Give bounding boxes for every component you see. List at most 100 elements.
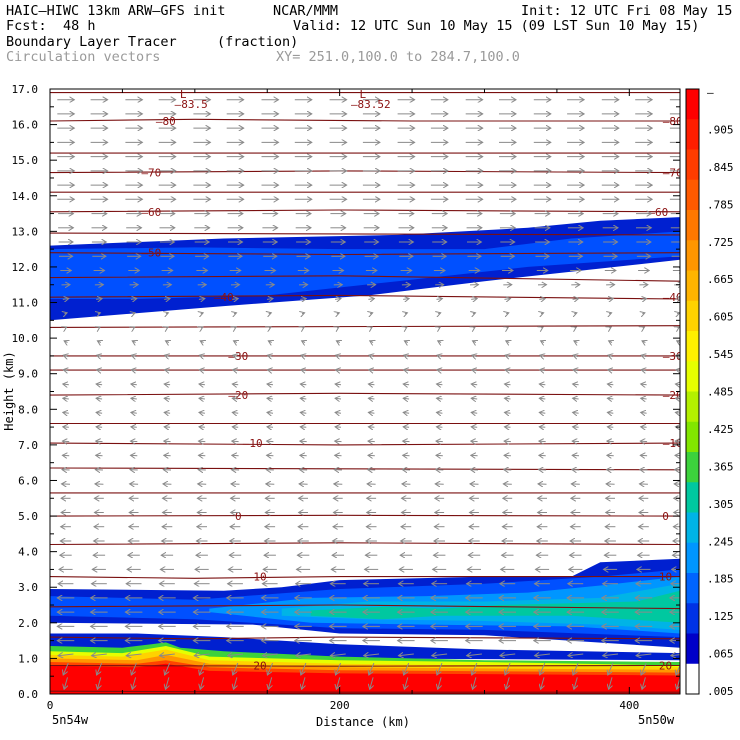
- wind-vector: [164, 384, 171, 385]
- wind-vector: [437, 384, 443, 385]
- colorbar-swatch: [686, 89, 699, 120]
- colorbar-swatch: [686, 663, 699, 695]
- wind-vector: [337, 313, 340, 314]
- isotherm-line: [50, 275, 680, 282]
- wind-vector: [608, 355, 613, 356]
- wind-vector: [199, 662, 205, 675]
- wind-vector: [97, 355, 102, 356]
- colorbar-label: .065: [707, 648, 734, 661]
- wind-vector: [609, 677, 612, 689]
- wind-vector: [539, 455, 546, 456]
- wind-vector: [678, 327, 680, 328]
- wind-vector: [675, 299, 680, 300]
- wind-vector: [436, 441, 443, 442]
- wind-vector: [132, 677, 135, 689]
- wind-vector: [500, 654, 516, 656]
- colorbar-swatch: [686, 331, 699, 362]
- wind-vector: [437, 662, 443, 675]
- isotherm-line: [50, 604, 680, 610]
- isotherm-label: 0: [662, 510, 669, 523]
- wind-vector: [336, 677, 339, 689]
- isotherm-label: –50: [141, 247, 161, 260]
- wind-vector: [370, 341, 373, 343]
- x-axis: 0 200 400: [47, 89, 639, 712]
- wind-vector: [267, 370, 272, 371]
- wind-vector: [232, 412, 239, 413]
- wind-vector: [607, 441, 614, 442]
- wind-vector: [505, 398, 511, 399]
- colorbar-label: .365: [707, 460, 734, 473]
- wind-vector: [336, 341, 339, 343]
- wind-vector: [608, 370, 613, 371]
- wind-vector: [471, 441, 478, 442]
- colorbar-label: .185: [707, 573, 734, 586]
- y-tick-label: 15.0: [12, 154, 39, 167]
- wind-vector: [201, 313, 204, 314]
- isotherm-line: [50, 118, 680, 122]
- wind-vector: [473, 327, 475, 328]
- wind-vector: [675, 441, 680, 442]
- wind-vector: [504, 455, 511, 456]
- wind-vector: [404, 662, 410, 675]
- wind-vector: [63, 355, 68, 356]
- wind-vector: [572, 299, 579, 300]
- wind-vector: [133, 313, 136, 314]
- isotherm-label: –40: [663, 291, 683, 304]
- isotherm-label: 10: [253, 571, 266, 584]
- wind-vector: [302, 341, 305, 343]
- wind-vector: [267, 455, 274, 456]
- wind-vector: [504, 441, 511, 442]
- wind-vector: [575, 327, 577, 328]
- wind-vector: [131, 384, 137, 385]
- wind-vector: [200, 677, 203, 689]
- wind-vector: [130, 299, 137, 300]
- wind-vector: [234, 341, 237, 343]
- wind-vector: [301, 370, 306, 371]
- wind-vector: [131, 455, 138, 456]
- wind-vector: [267, 384, 274, 385]
- wind-vector: [607, 398, 614, 399]
- wind-vector: [62, 455, 70, 456]
- wind-vector: [63, 370, 68, 371]
- wind-vector: [364, 654, 380, 656]
- wind-vector: [506, 677, 509, 689]
- wind-vector: [541, 677, 544, 689]
- colorbar-label: .845: [707, 161, 734, 174]
- wind-vector: [505, 355, 510, 356]
- wind-vector: [368, 441, 375, 442]
- wind-vector: [200, 341, 203, 343]
- x-axis-label: Distance (km): [316, 715, 410, 729]
- y-tick-label: 14.0: [12, 190, 39, 203]
- isotherm-label: 20: [659, 660, 672, 673]
- wind-vector: [642, 313, 645, 314]
- wind-vector: [96, 384, 103, 385]
- wind-vector: [436, 455, 443, 456]
- colorbar-label: .305: [707, 498, 734, 511]
- valid-time: Valid: 12 UTC Sun 10 May 15 (09 LST Sun …: [293, 18, 700, 34]
- wind-vector: [199, 455, 206, 456]
- wind-vector: [432, 654, 448, 656]
- wind-vector: [337, 327, 339, 328]
- wind-vector: [228, 654, 243, 656]
- wind-vector: [471, 299, 477, 300]
- wind-vector: [65, 313, 68, 314]
- wind-vector: [437, 412, 443, 413]
- wind-vector: [131, 398, 137, 399]
- wind-vector: [262, 654, 278, 656]
- y-axis: 0.0 1.0 2.0 3.0 4.0 5.0 6.0 7.0 8.0 9.0 10.0 11.0 12…: [12, 83, 680, 701]
- colorbar-swatch: [686, 421, 699, 453]
- wind-vector: [467, 654, 482, 656]
- overlay-name: Circulation vectors: [6, 49, 161, 65]
- colorbar-label: .605: [707, 311, 734, 324]
- wind-vector: [198, 299, 205, 300]
- wind-vector: [568, 654, 584, 656]
- wind-vector: [641, 412, 647, 413]
- wind-vector: [573, 427, 579, 428]
- isotherm-label: –60: [648, 206, 668, 219]
- wind-vector: [403, 427, 410, 428]
- wind-vector: [165, 355, 170, 356]
- colorbar-swatch: [686, 119, 699, 150]
- wind-vector: [132, 341, 135, 343]
- wind-vector: [335, 412, 342, 413]
